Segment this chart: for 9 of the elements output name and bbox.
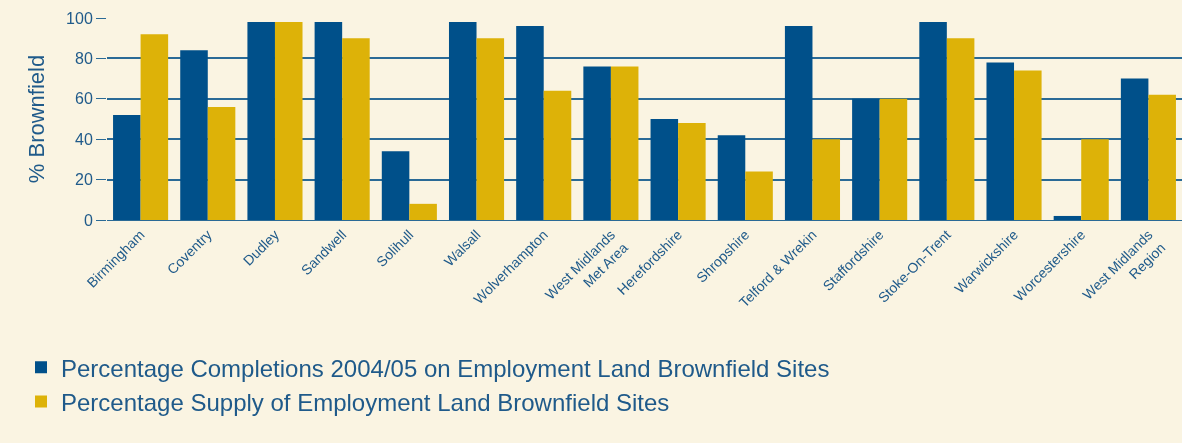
legend-label: Percentage Supply of Employment Land Brownfield Sites: [61, 388, 670, 416]
y-tick-label: 40: [75, 130, 93, 148]
y-tick-label: 20: [75, 171, 93, 189]
y-tick-label: 0: [83, 211, 93, 229]
y-tick-label: 100: [66, 9, 93, 27]
y-tick-label: 80: [75, 50, 93, 67]
y-tick-label: 60: [75, 90, 93, 108]
legend-label: Percentage Completions 2004/05 on Employment Land Brownfield Sites: [61, 354, 830, 382]
y-axis-title: % Brownfield: [23, 54, 49, 184]
